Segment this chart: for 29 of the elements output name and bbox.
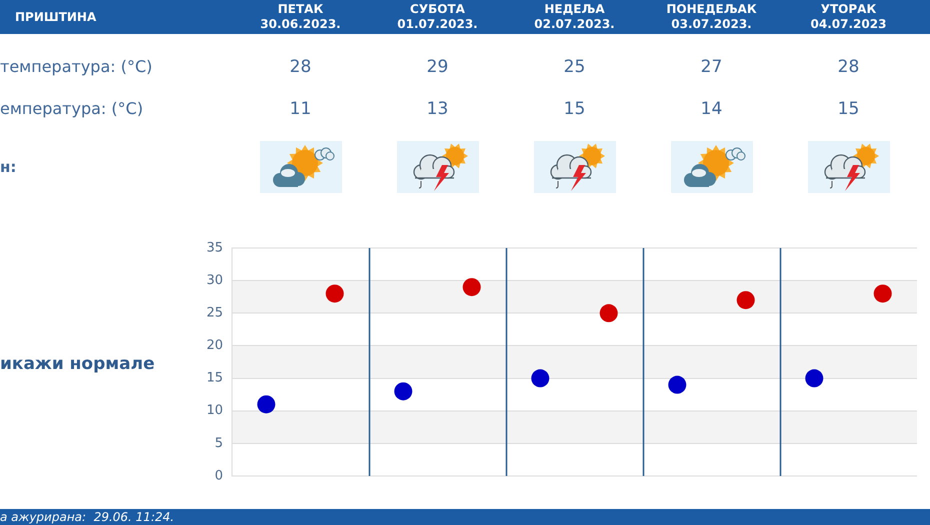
y-tick-label: 15 xyxy=(206,370,223,386)
text: н: xyxy=(0,157,16,177)
y-tick-label: 10 xyxy=(206,403,223,418)
data-label: 27 xyxy=(700,57,722,77)
y-tick-label: 0 xyxy=(214,468,223,484)
text: емпература: (°C) xyxy=(0,99,144,119)
text: СУБОТА 01.07.2023. xyxy=(397,2,478,32)
data-label: 25 xyxy=(564,57,586,77)
data-label: 11 xyxy=(290,99,312,119)
data-label: 15 xyxy=(838,99,860,119)
y-tick-label: 35 xyxy=(206,240,223,256)
y-tick-label: 25 xyxy=(206,306,223,321)
y-tick-label: 20 xyxy=(206,338,223,354)
data-label: 28 xyxy=(290,57,312,77)
data-label: 15 xyxy=(564,99,586,119)
text: ПОНЕДЕЉАК 03.07.2023. xyxy=(666,2,757,32)
data-label: 14 xyxy=(700,99,722,119)
data-label: 13 xyxy=(426,99,448,119)
text: НЕДЕЉА 02.07.2023. xyxy=(534,2,615,32)
text: УТОРАК 04.07.2023 xyxy=(810,2,886,32)
text: температура: (°C) xyxy=(0,57,152,77)
y-tick-label: 30 xyxy=(206,272,223,288)
text: ПРИШТИНА xyxy=(15,10,96,25)
text: а ажурирана: 29.06. 11:24. xyxy=(0,509,174,525)
text: икажи нормале xyxy=(0,354,155,374)
y-tick-label: 5 xyxy=(214,436,223,451)
data-label: 28 xyxy=(838,57,860,77)
text: ПЕТАК 30.06.2023. xyxy=(260,2,341,32)
data-label: 29 xyxy=(426,57,448,77)
